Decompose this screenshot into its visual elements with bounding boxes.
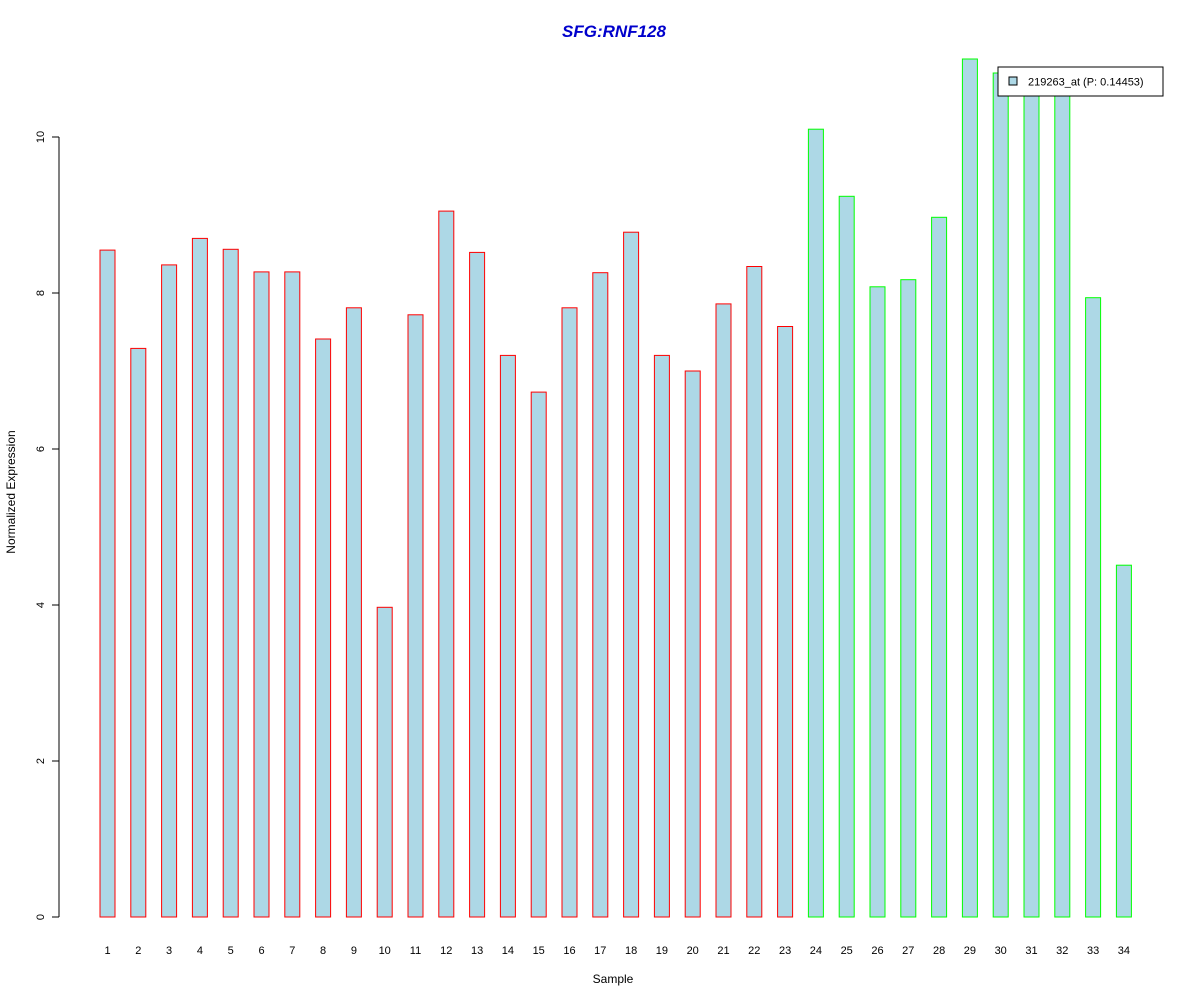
x-tick-label: 25 [841,945,853,957]
y-tick-label: 2 [35,758,47,764]
legend-box [997,66,1164,97]
x-tick-label: 5 [228,945,234,957]
bar-sample-5 [222,248,239,918]
bar-sample-19 [653,354,670,918]
bar-sample-1 [99,249,116,918]
bar-sample-34 [1115,564,1132,918]
bar-sample-9 [345,307,362,918]
bar-sample-28 [931,216,948,918]
x-tick-label: 23 [779,945,791,957]
x-tick-label: 1 [104,945,110,957]
bar-sample-23 [777,326,794,918]
y-tick-label: 8 [35,290,47,296]
y-tick-label: 0 [35,914,47,920]
bar-sample-12 [438,210,455,918]
x-tick-label: 24 [810,945,822,957]
x-tick-label: 31 [1025,945,1037,957]
x-tick-label: 27 [902,945,914,957]
x-tick-label: 10 [379,945,391,957]
bar-sample-17 [592,272,609,918]
y-tick-label: 4 [35,602,47,608]
y-axis: 0 2 4 6 8 10 [35,131,60,920]
x-tick-label: 16 [563,945,575,957]
x-tick-label: 22 [748,945,760,957]
x-tick-label: 7 [289,945,295,957]
x-tick-label: 6 [258,945,264,957]
x-tick-label: 29 [964,945,976,957]
bar-sample-16 [561,307,578,918]
x-tick-label: 15 [533,945,545,957]
chart-title: SFG:RNF128 [562,22,666,41]
x-tick-label: 13 [471,945,483,957]
x-tick-label: 33 [1087,945,1099,957]
x-tick-label: 2 [135,945,141,957]
legend-swatch [1008,76,1018,86]
bar-sample-3 [161,264,178,918]
bar-sample-21 [715,303,732,918]
bar-sample-27 [900,279,917,918]
bar-sample-20 [684,370,701,918]
x-tick-label: 9 [351,945,357,957]
bar-sample-25 [838,195,855,918]
bar-sample-26 [869,286,886,918]
bar-sample-2 [130,347,147,918]
x-tick-label: 30 [995,945,1007,957]
x-tick-label: 14 [502,945,514,957]
bar-sample-32 [1054,89,1071,918]
bar-sample-10 [376,606,393,918]
x-tick-label: 8 [320,945,326,957]
bar-sample-8 [315,338,332,918]
bar-sample-31 [1023,89,1040,918]
bar-sample-22 [746,266,763,918]
x-tick-label: 32 [1056,945,1068,957]
x-tick-label: 11 [410,945,421,957]
x-axis-label: Sample [593,972,634,986]
x-tick-label: 34 [1118,945,1130,957]
legend-label: 219263_at (P: 0.14453) [1028,77,1144,89]
bar-sample-18 [623,231,640,918]
legend: 219263_at (P: 0.14453) [997,66,1164,97]
x-tick-label: 3 [166,945,172,957]
y-tick-label: 6 [35,446,47,452]
bar-sample-30 [992,72,1009,918]
bar-sample-33 [1085,297,1102,918]
x-tick-label: 26 [871,945,883,957]
x-tick-label: 28 [933,945,945,957]
x-tick-label: 18 [625,945,637,957]
bar-sample-24 [807,128,824,918]
x-tick-label: 17 [594,945,606,957]
bar-sample-7 [284,271,301,918]
bar-sample-13 [469,251,486,918]
x-tick-label: 19 [656,945,668,957]
bar-sample-15 [530,391,547,918]
x-tick-label: 21 [717,945,729,957]
y-tick-label: 10 [35,131,47,143]
bar-sample-4 [191,237,208,918]
x-tick-label: 20 [687,945,699,957]
x-axis-tick-labels: 1 2 3 4 5 6 7 8 9 10 11 12 13 14 15 16 17 18 19 20 21 22 23 24 2… [104,945,1130,957]
bar-sample-6 [253,271,270,918]
x-tick-label: 12 [440,945,452,957]
bar-sample-29 [961,58,978,918]
x-tick-label: 4 [197,945,203,957]
bar-sample-11 [407,314,424,918]
y-axis-label: Normalized Expression [4,430,18,553]
bar-sample-14 [499,354,516,918]
bars-group [99,58,1132,918]
